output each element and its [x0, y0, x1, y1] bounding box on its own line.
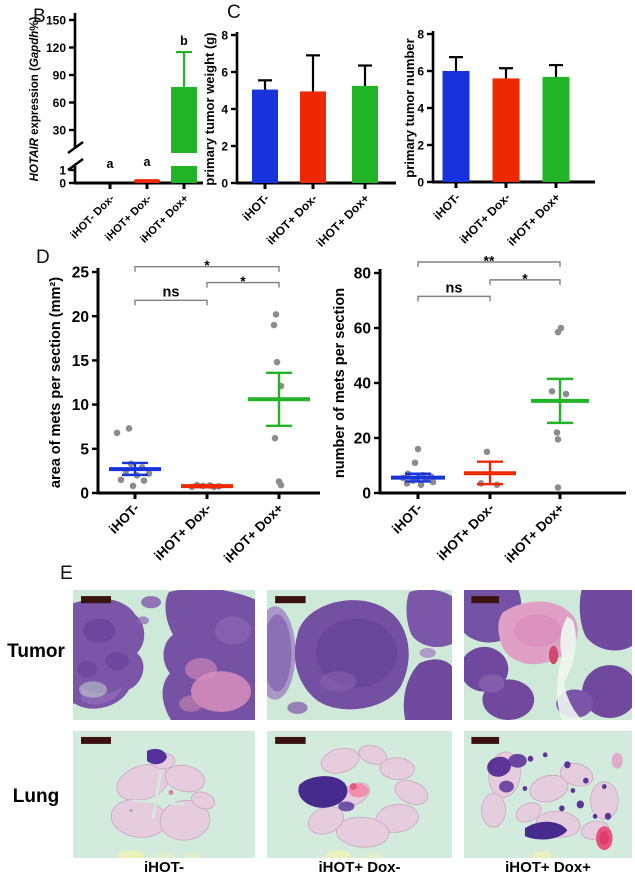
panel-letter-e: E	[60, 563, 73, 584]
col-label-ihot-dox-plus: iHOT+ Dox+	[505, 859, 591, 876]
svg-text:120: 120	[46, 41, 66, 55]
col-label-ihot-dox-minus: iHOT+ Dox-	[318, 859, 401, 876]
svg-text:ns: ns	[163, 284, 180, 300]
svg-text:iHOT-: iHOT-	[389, 501, 425, 537]
svg-text:30: 30	[53, 123, 67, 137]
svg-text:4: 4	[221, 102, 228, 116]
svg-text:iHOT+ Dox+: iHOT+ Dox+	[502, 500, 567, 565]
chart-primary-tumor-weight: 0 2 4 6 8 iHOT-iHOT+ Dox-iHOT+ Dox+ primary tu…	[202, 28, 396, 250]
svg-text:20: 20	[72, 309, 89, 326]
svg-text:a: a	[144, 155, 152, 169]
scale-bar-icon	[471, 736, 500, 744]
histology-tumor-ihot-minus	[73, 590, 255, 720]
scale-bar-icon	[81, 736, 111, 744]
svg-text:iHOT+ Dox+: iHOT+ Dox+	[314, 191, 372, 249]
svg-text:4: 4	[417, 101, 424, 115]
svg-text:1: 1	[59, 163, 66, 177]
scale-bar-icon	[81, 596, 111, 604]
scale-bar-icon	[275, 596, 306, 604]
histology-lung-ihot-minus	[73, 731, 255, 858]
svg-text:**: **	[484, 253, 495, 269]
svg-text:b: b	[180, 34, 188, 48]
svg-text:HOTAIR expression (Gapdh%): HOTAIR expression (Gapdh%)	[29, 17, 41, 182]
svg-text:iHOT-: iHOT-	[240, 191, 273, 224]
svg-text:8: 8	[221, 28, 228, 42]
svg-text:15: 15	[72, 353, 90, 370]
svg-text:0: 0	[417, 175, 424, 189]
svg-text:25: 25	[72, 265, 90, 282]
col-label-ihot-minus: iHOT-	[144, 859, 184, 876]
svg-text:iHOT+ Dox-: iHOT+ Dox-	[151, 501, 214, 564]
svg-text:*: *	[240, 273, 246, 289]
svg-text:ns: ns	[446, 280, 463, 296]
svg-text:2: 2	[417, 138, 424, 152]
row-label-tumor: Tumor	[7, 641, 65, 662]
svg-text:0: 0	[362, 486, 371, 503]
histology-lung-ihot-plus-dox-minus	[267, 731, 452, 858]
svg-text:5: 5	[80, 441, 89, 458]
row-label-lung: Lung	[12, 786, 60, 807]
svg-text:90: 90	[53, 68, 67, 82]
svg-text:40: 40	[354, 376, 371, 393]
svg-text:primary tumor number: primary tumor number	[402, 38, 417, 177]
svg-text:8: 8	[417, 27, 424, 41]
svg-text:iHOT+ Dox-: iHOT+ Dox-	[434, 501, 497, 564]
svg-text:60: 60	[354, 321, 371, 338]
histology-lung-ihot-plus-dox-plus	[464, 731, 632, 858]
scale-bar-icon	[471, 596, 500, 604]
scale-bar-icon	[275, 736, 306, 744]
svg-text:area of mets per section (mm²): area of mets per section (mm²)	[48, 277, 64, 488]
svg-text:80: 80	[354, 266, 371, 283]
histology-tumor-ihot-plus-dox-minus	[267, 590, 452, 720]
svg-text:6: 6	[417, 64, 424, 78]
svg-text:20: 20	[354, 431, 371, 448]
svg-text:*: *	[204, 257, 210, 273]
svg-text:0: 0	[59, 176, 66, 190]
svg-text:a: a	[107, 157, 115, 171]
svg-text:6: 6	[221, 65, 228, 79]
chart-area-of-mets: 0 5 10 15 20 25 * * ns iHOT-iHOT+ Dox-iHOT+ Dox+ a…	[48, 257, 320, 566]
svg-text:*: *	[522, 270, 528, 286]
svg-text:2: 2	[221, 139, 228, 153]
svg-text:10: 10	[72, 397, 89, 414]
svg-text:iHOT+ Dox+: iHOT+ Dox+	[505, 190, 563, 248]
slide-background	[73, 731, 255, 858]
panel-letter-b: B	[33, 6, 46, 27]
svg-text:iHOT+ Dox+: iHOT+ Dox+	[221, 500, 286, 565]
svg-text:0: 0	[221, 176, 228, 190]
svg-text:150: 150	[46, 13, 66, 27]
svg-text:number of mets per section: number of mets per section	[332, 288, 348, 478]
histology-tumor-ihot-plus-dox-plus	[464, 590, 632, 720]
svg-text:iHOT+ Dox-: iHOT+ Dox-	[264, 191, 320, 247]
svg-text:0: 0	[80, 486, 89, 503]
panel-letter-d: D	[36, 247, 50, 268]
svg-text:60: 60	[53, 96, 67, 110]
svg-text:primary tumor weight (g): primary tumor weight (g)	[202, 32, 217, 185]
svg-text:iHOT-: iHOT-	[431, 190, 464, 223]
svg-text:iHOT-: iHOT-	[106, 501, 142, 537]
panel-letter-c: C	[227, 2, 241, 23]
